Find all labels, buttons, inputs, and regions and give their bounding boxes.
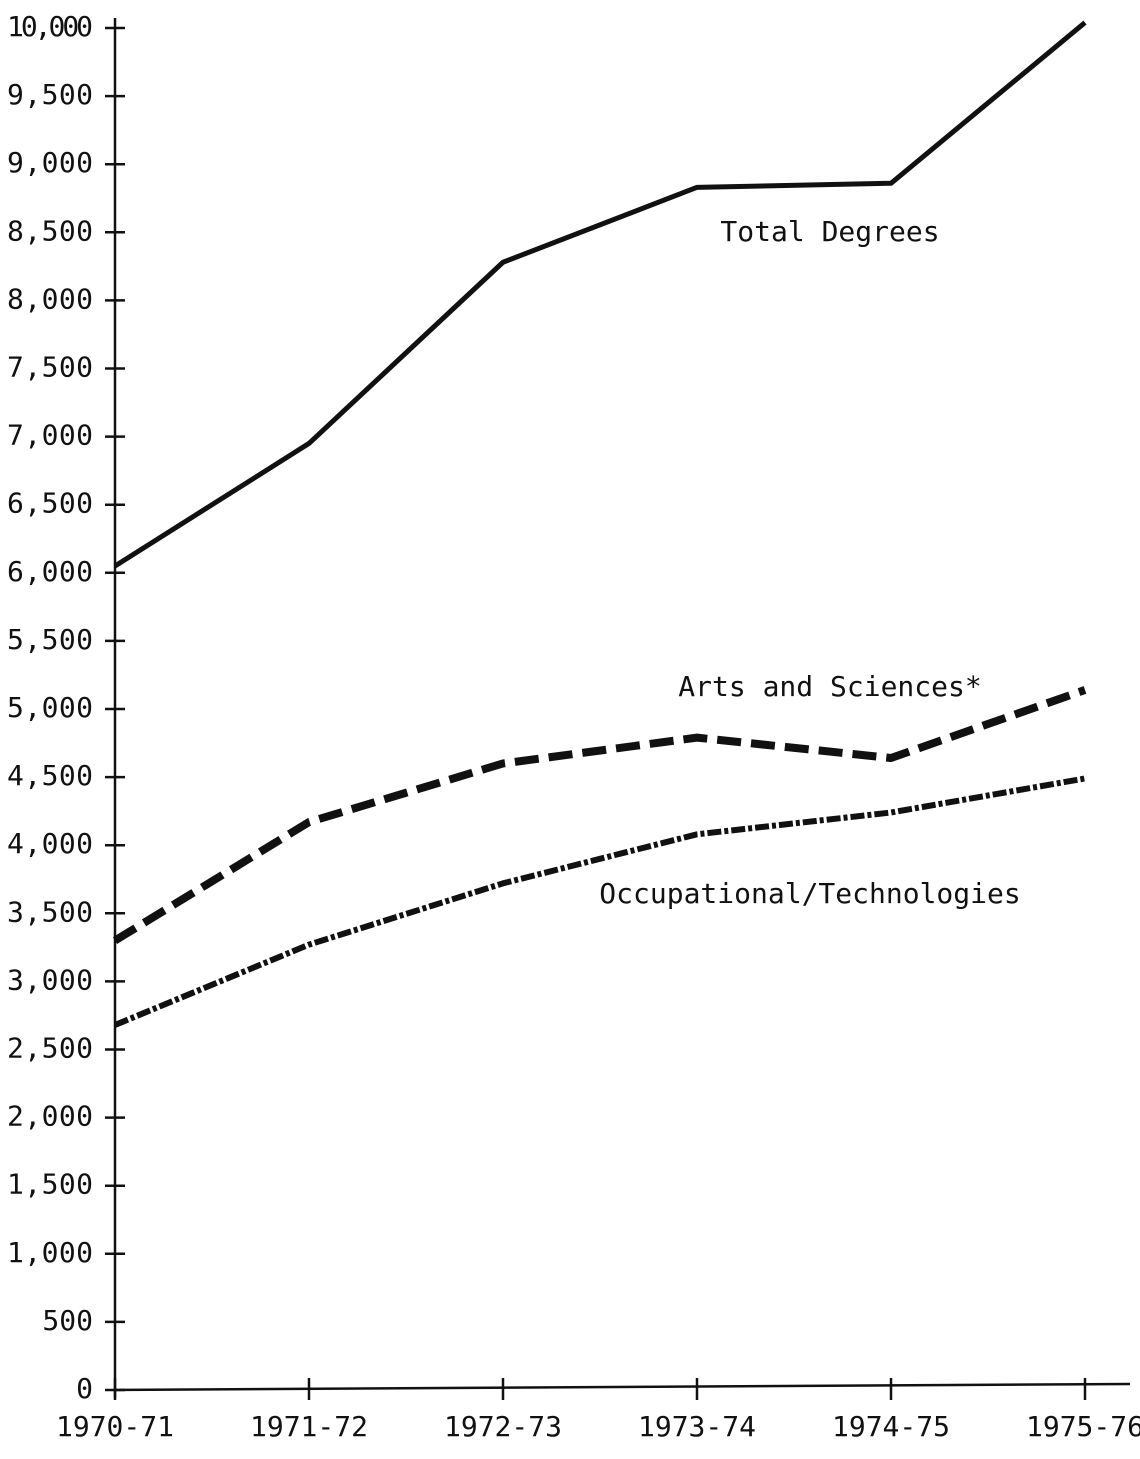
x-axis <box>114 1382 1131 1392</box>
y-tick-label: 4,000 <box>7 827 93 860</box>
series-label: Arts and Sciences* <box>678 670 981 703</box>
y-tick-label: 1,000 <box>7 1236 93 1269</box>
series-line <box>113 775 1086 1028</box>
y-tick-label: 3,000 <box>7 963 93 996</box>
y-tick-label: 6,500 <box>7 487 93 520</box>
x-tick-label: 1973-74 <box>638 1410 756 1443</box>
y-tick-label: 10,000 <box>7 10 93 43</box>
x-tick-label: 1975-76 <box>1026 1410 1140 1443</box>
y-tick-label: 5,500 <box>7 623 93 656</box>
y-tick-label: 2,000 <box>7 1100 93 1133</box>
series-label: Occupational/Technologies <box>599 877 1020 910</box>
x-tick-label: 1970-71 <box>56 1410 174 1443</box>
y-tick-label: 1,500 <box>7 1168 93 1201</box>
y-tick-label: 7,500 <box>7 351 93 384</box>
y-tick-label: 9,000 <box>7 146 93 179</box>
y-tick-label: 500 <box>42 1304 93 1337</box>
x-tick-label: 1974-75 <box>832 1410 950 1443</box>
y-tick-label: 8,000 <box>7 282 93 315</box>
y-tick-label: 4,500 <box>7 759 93 792</box>
y-tick-label: 5,000 <box>7 691 93 724</box>
y-tick-label: 0 <box>76 1372 93 1405</box>
series-line <box>113 20 1087 569</box>
series-line <box>112 686 1087 944</box>
series-label: Total Degrees <box>720 215 939 248</box>
y-tick-label: 2,500 <box>7 1032 93 1065</box>
y-tick-label: 3,500 <box>7 895 93 928</box>
y-tick-label: 6,000 <box>7 555 93 588</box>
x-tick-label: 1971-72 <box>250 1410 368 1443</box>
y-tick-label: 9,500 <box>7 78 93 111</box>
y-tick-label: 8,500 <box>7 214 93 247</box>
x-tick-label: 1972-73 <box>444 1410 562 1443</box>
y-tick-label: 7,000 <box>7 419 93 452</box>
